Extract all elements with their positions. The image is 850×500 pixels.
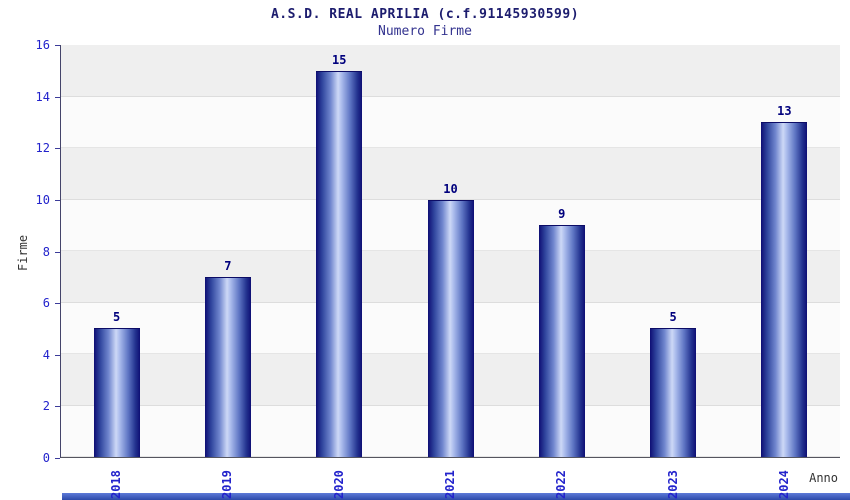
plot-band (61, 148, 840, 200)
plot-band (61, 96, 840, 148)
y-tick-mark (55, 96, 60, 98)
bar-value-label: 7 (224, 258, 232, 273)
y-tick-mark (55, 458, 60, 459)
y-tick-label-14: 14 (35, 89, 50, 104)
bar-value-label: 5 (669, 310, 677, 325)
bar-2023: 5 (650, 310, 697, 457)
x-tick-label-2019: 2019 (220, 470, 235, 499)
bar-2022: 9 (538, 207, 585, 457)
y-tick-label-8: 8 (42, 244, 50, 259)
y-tick-mark (55, 406, 60, 408)
y-tick-label-10: 10 (35, 192, 50, 207)
bar-2018: 5 (93, 310, 140, 457)
bar-shape (93, 328, 140, 457)
bar-shape (761, 122, 808, 457)
x-axis-label: Anno (809, 471, 838, 485)
bar-2024: 13 (761, 104, 808, 457)
bar-value-label: 9 (558, 207, 566, 222)
footer-strip (62, 493, 850, 500)
x-tick-label-2021: 2021 (443, 470, 457, 499)
y-tick-label-12: 12 (35, 141, 50, 156)
plot-band (61, 45, 840, 97)
x-tick-label-2024: 2024 (777, 470, 792, 499)
bar-value-label: 15 (331, 52, 347, 67)
x-tick-label-2023: 2023 (665, 470, 680, 499)
plot-area: 5 7 15 10 9 5 13 (60, 45, 840, 458)
y-tick-label-4: 4 (42, 347, 50, 362)
y-tick-mark (55, 251, 60, 253)
x-tick-label-2020: 2020 (331, 470, 346, 499)
bar-shape (316, 70, 363, 457)
bar-shape (427, 199, 474, 457)
y-tick-label-16: 16 (35, 38, 50, 52)
x-tick-label-2018: 2018 (108, 470, 123, 499)
y-tick-label-0: 0 (42, 451, 50, 465)
bar-value-label: 10 (443, 181, 458, 196)
bar-shape (538, 225, 585, 457)
y-tick-mark (55, 303, 60, 305)
bar-2020: 15 (316, 53, 363, 457)
y-tick-label-2: 2 (42, 399, 50, 414)
bar-value-label: 5 (113, 310, 121, 325)
bar-value-label: 13 (777, 104, 792, 119)
y-tick-mark (55, 354, 60, 356)
x-tick-label-2022: 2022 (554, 470, 569, 499)
chart-subtitle: Numero Firme (378, 24, 472, 39)
chart-title: A.S.D. REAL APRILIA (c.f.91145930599) (270, 7, 580, 22)
bar-2019: 7 (204, 259, 251, 457)
bar-shape (650, 328, 697, 457)
y-tick-label-6: 6 (42, 296, 50, 311)
y-tick-mark (55, 45, 60, 46)
bar-shape (204, 276, 251, 457)
y-tick-mark (55, 199, 60, 201)
y-tick-mark (55, 148, 60, 150)
bar-2021: 10 (427, 182, 474, 457)
